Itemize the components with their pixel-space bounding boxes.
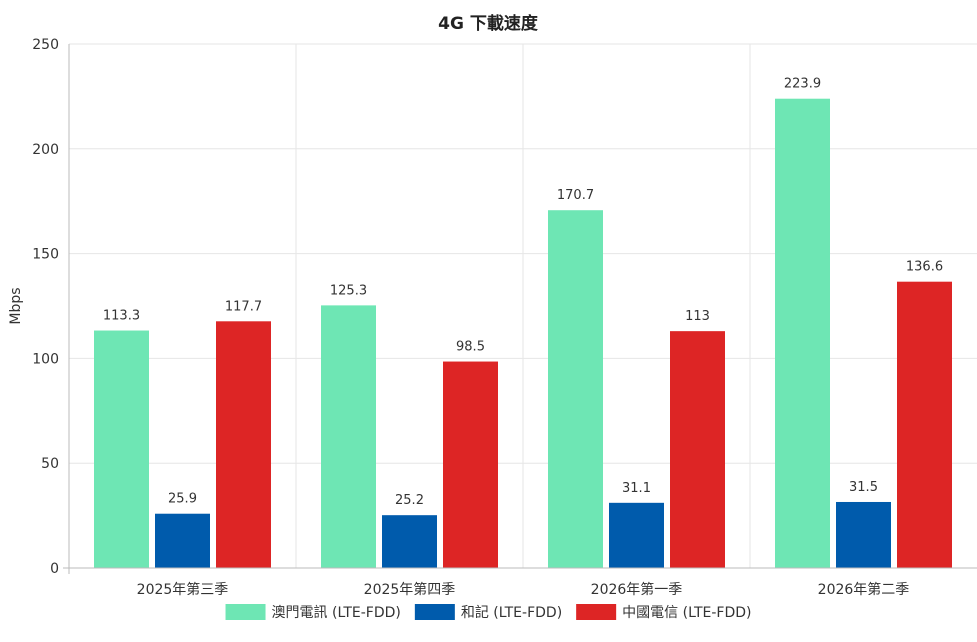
bar <box>836 501 891 568</box>
bar-value-label: 136.6 <box>906 260 943 275</box>
bar <box>775 98 830 568</box>
y-tick-label: 50 <box>41 456 59 472</box>
bar <box>670 331 725 568</box>
legend-label: 和記 (LTE-FDD) <box>461 604 562 621</box>
bar-value-label: 25.9 <box>168 492 197 507</box>
grid-lines <box>69 43 977 568</box>
bar <box>609 502 664 568</box>
x-tick-label: 2025年第三季 <box>137 581 229 598</box>
chart-title: 4G 下載速度 <box>438 13 539 34</box>
bar <box>94 330 149 568</box>
x-tick-label: 2025年第四季 <box>364 581 456 598</box>
axes: 0 50 100 150 200 250 2025年第三季 2025年第四季 2026年第一季 2… <box>32 37 977 598</box>
y-tick-label: 200 <box>32 142 59 158</box>
bars <box>94 98 952 568</box>
bar-value-label: 117.7 <box>225 299 262 314</box>
bar <box>443 361 498 568</box>
legend: 澳門電訊 (LTE-FDD) 和記 (LTE-FDD) 中國電信 (LTE-FDD) <box>225 604 751 621</box>
legend-label: 中國電信 (LTE-FDD) <box>622 605 751 621</box>
bar <box>548 210 603 568</box>
legend-label: 澳門電訊 (LTE-FDD) <box>272 605 401 621</box>
x-tick-label: 2026年第二季 <box>818 581 910 598</box>
legend-swatch <box>225 604 266 620</box>
x-tick-label: 2026年第一季 <box>591 581 683 598</box>
y-tick-label: 100 <box>32 351 59 367</box>
bar-value-label: 98.5 <box>456 340 485 355</box>
legend-swatch <box>414 604 455 620</box>
y-axis-label: Mbps <box>8 287 24 324</box>
legend-swatch <box>576 604 617 620</box>
bar <box>155 513 210 568</box>
bar-value-label: 31.1 <box>622 481 651 496</box>
bar <box>897 281 952 568</box>
bar-value-label: 25.2 <box>395 493 424 508</box>
bar <box>382 515 437 568</box>
bar <box>321 305 376 568</box>
bar-value-label: 113.3 <box>103 309 140 324</box>
y-tick-label: 250 <box>32 37 59 53</box>
bar-value-label: 113 <box>685 309 710 324</box>
data-labels: 113.3 25.9 117.7 125.3 25.2 98.5 170.7 31.1 113 2… <box>103 77 943 508</box>
bar-value-label: 223.9 <box>784 77 821 92</box>
bar <box>216 321 271 568</box>
bar-value-label: 125.3 <box>330 283 367 298</box>
bar-value-label: 31.5 <box>849 480 878 495</box>
bar-value-label: 170.7 <box>557 188 594 203</box>
y-tick-label: 150 <box>32 247 59 263</box>
y-tick-label: 0 <box>50 561 59 577</box>
